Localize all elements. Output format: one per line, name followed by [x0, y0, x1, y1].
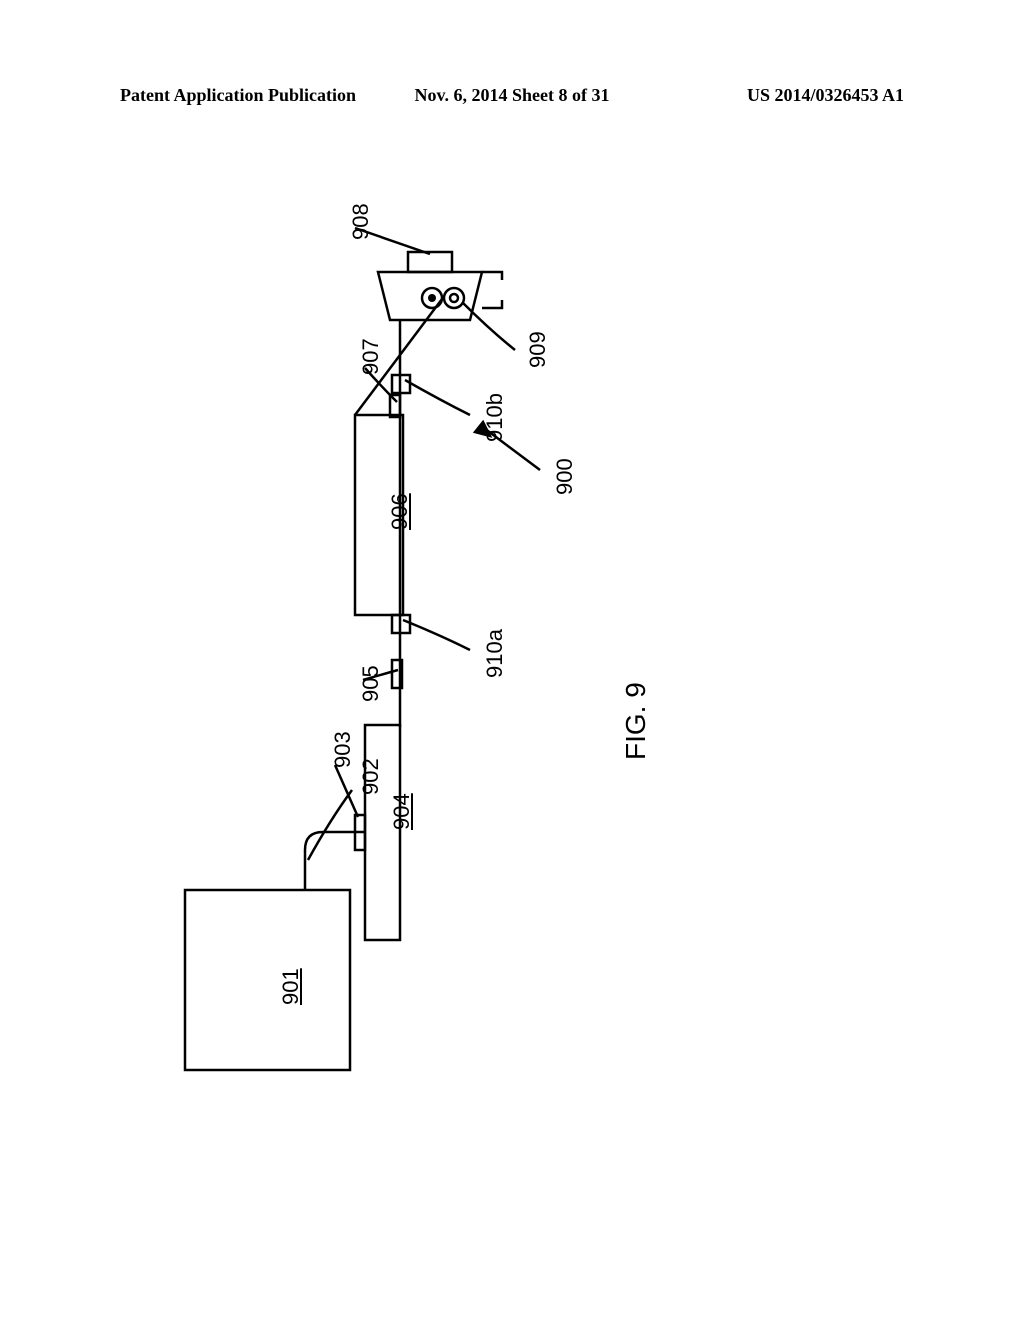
- ref-910b: 910b: [482, 393, 508, 442]
- diagram-svg: [130, 200, 890, 1100]
- ref-904: 904: [389, 793, 415, 830]
- ref-905: 905: [358, 665, 384, 702]
- figure-caption: FIG. 9: [620, 682, 652, 760]
- ref-906: 906: [387, 493, 413, 530]
- ref-908: 908: [348, 203, 374, 240]
- ref-902: 902: [358, 758, 384, 795]
- figure-9: 901 902 903 904 905 910a 906 907 910b 90…: [130, 200, 890, 1100]
- header-center: Nov. 6, 2014 Sheet 8 of 31: [381, 85, 642, 106]
- ref-901: 901: [278, 968, 304, 1005]
- ref-900: 900: [552, 458, 578, 495]
- ref-903: 903: [330, 731, 356, 768]
- ref-909: 909: [525, 331, 551, 368]
- header-left: Patent Application Publication: [120, 85, 381, 106]
- ref-907: 907: [358, 338, 384, 375]
- ref-910a: 910a: [482, 629, 508, 678]
- header-right: US 2014/0326453 A1: [643, 85, 904, 106]
- page-header: Patent Application Publication Nov. 6, 2…: [0, 85, 1024, 106]
